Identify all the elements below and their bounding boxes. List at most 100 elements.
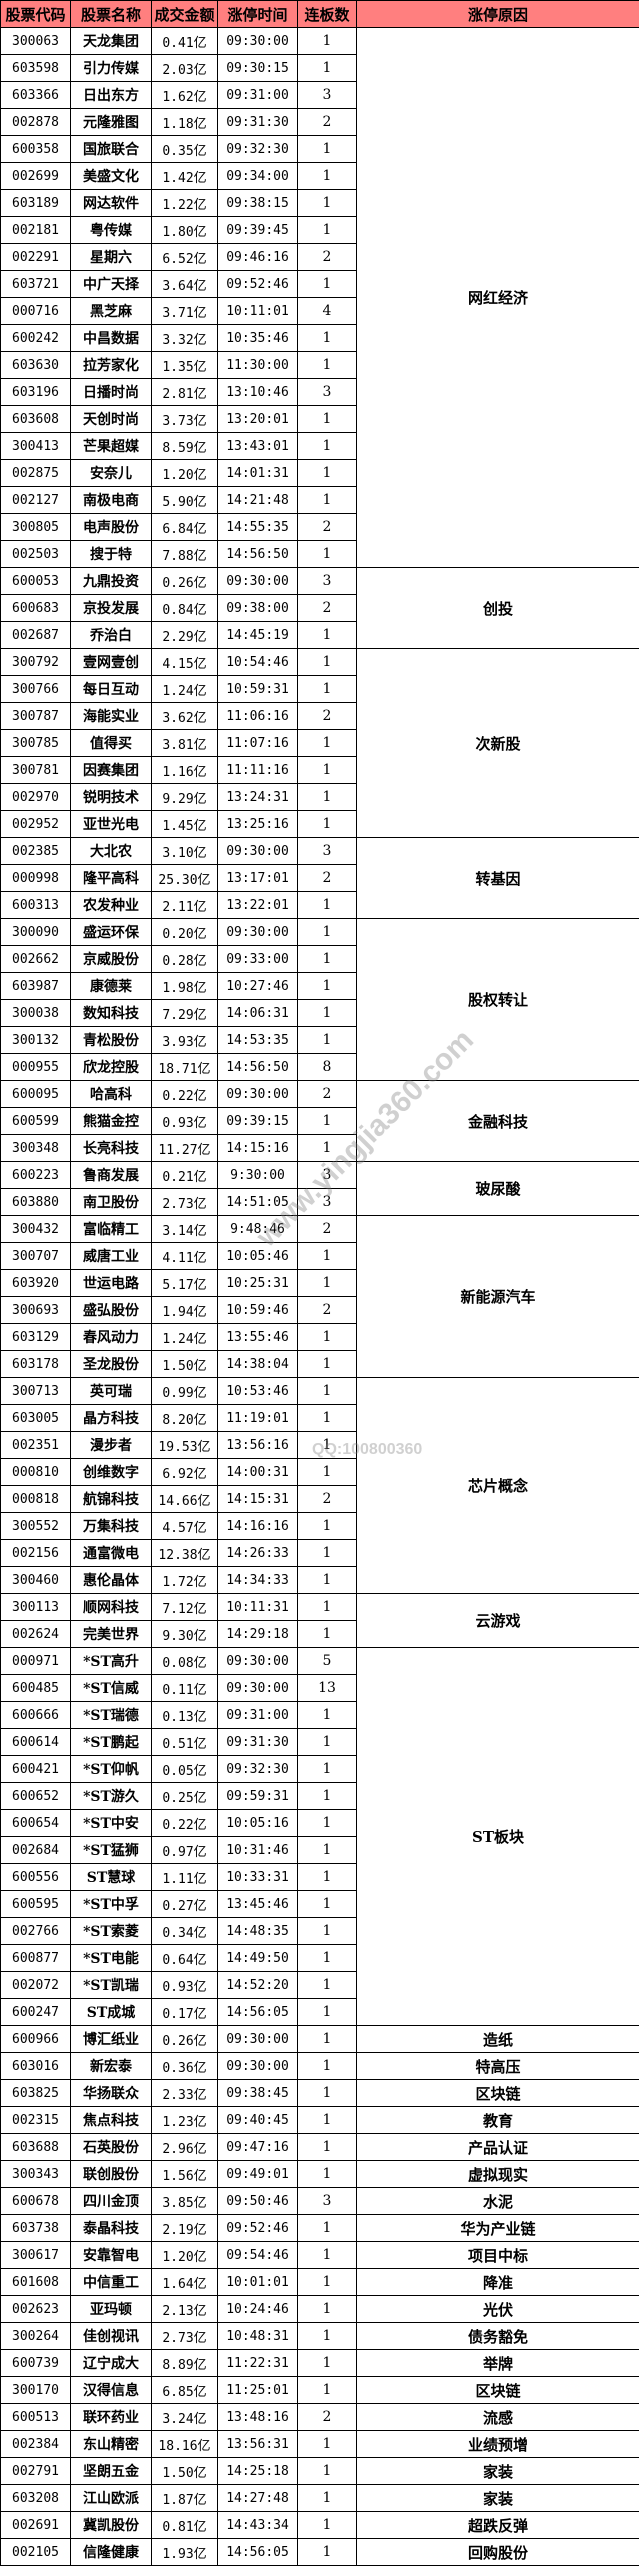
consecutive-boards-cell: 1 [297,1755,357,1783]
stock-code-cell: 600223 [0,1161,71,1189]
turnover-cell: 1.45亿 [151,810,218,838]
stock-code-cell: 300766 [0,675,71,703]
header-limit-up-reason: 涨停原因 [356,0,639,28]
turnover-cell: 4.57亿 [151,1512,218,1540]
stock-code-cell: 603208 [0,2484,71,2512]
table-row: 603825 华扬联众 2.33亿 09:38:45 1 区块链 [0,2079,639,2107]
stock-name-cell: 完美世界 [70,1620,152,1648]
consecutive-boards-cell: 3 [297,837,357,865]
stock-code-cell: 300348 [0,1134,71,1162]
stock-name-cell: *ST高升 [70,1647,152,1675]
turnover-cell: 1.56亿 [151,2160,218,2188]
stock-code-cell: 603196 [0,378,71,406]
stock-code-cell: 600666 [0,1701,71,1729]
table-row: 002662 京威股份 0.28亿 09:33:00 1 [0,945,639,973]
consecutive-boards-cell: 1 [297,945,357,973]
limit-up-time-cell: 09:32:30 [217,1755,298,1783]
stock-name-cell: 冀凯股份 [70,2511,152,2539]
consecutive-boards-cell: 1 [297,54,357,82]
stock-code-cell: 300413 [0,432,71,460]
limit-up-time-cell: 09:30:00 [217,2052,298,2080]
stock-code-cell: 002875 [0,459,71,487]
table-row: 603920 世运电路 5.17亿 10:25:31 1 [0,1269,639,1297]
stock-code-cell: 002385 [0,837,71,865]
limit-up-reason-cell: 次新股 [356,648,639,838]
turnover-cell: 0.21亿 [151,1161,218,1189]
consecutive-boards-cell: 1 [297,2025,357,2053]
table-row: 603721 中广天择 3.64亿 09:52:46 1 [0,270,639,298]
limit-up-reason-cell: 新能源汽车 [356,1215,639,1378]
consecutive-boards-cell: 1 [297,972,357,1000]
consecutive-boards-cell: 1 [297,1701,357,1729]
limit-up-time-cell: 14:43:34 [217,2511,298,2539]
limit-up-time-cell: 14:48:35 [217,1917,298,1945]
stock-code-cell: 000998 [0,864,71,892]
limit-up-time-cell: 10:33:31 [217,1863,298,1891]
limit-up-time-cell: 09:52:46 [217,2214,298,2242]
turnover-cell: 3.24亿 [151,2403,218,2431]
table-row: 600485 *ST信威 0.11亿 09:30:00 13 [0,1674,639,1702]
limit-up-reason-cell: 家装 [356,2457,639,2485]
table-row: 000716 黑芝麻 3.71亿 10:11:01 4 [0,297,639,325]
stock-name-cell: 长亮科技 [70,1134,152,1162]
stock-code-cell: 600678 [0,2187,71,2215]
limit-up-reason-cell: 项目中标 [356,2241,639,2269]
stock-name-cell: 汉得信息 [70,2376,152,2404]
table-row: 603196 日播时尚 2.81亿 13:10:46 3 [0,378,639,406]
table-row: 300264 佳创视讯 2.73亿 10:48:31 1 债务豁免 [0,2322,639,2350]
consecutive-boards-cell: 2 [297,108,357,136]
stock-name-cell: 引力传媒 [70,54,152,82]
consecutive-boards-cell: 1 [297,1620,357,1648]
turnover-cell: 0.22亿 [151,1809,218,1837]
stock-code-cell: 600654 [0,1809,71,1837]
table-row: 300038 数知科技 7.29亿 14:06:31 1 [0,999,639,1027]
turnover-cell: 3.14亿 [151,1215,218,1243]
stock-name-cell: 盛运环保 [70,918,152,946]
limit-up-time-cell: 11:19:01 [217,1404,298,1432]
table-row: 300617 安靠智电 1.20亿 09:54:46 1 项目中标 [0,2241,639,2269]
turnover-cell: 3.81亿 [151,729,218,757]
stock-code-cell: 603129 [0,1323,71,1351]
limit-up-time-cell: 09:54:46 [217,2241,298,2269]
header-stock-code: 股票代码 [0,0,71,28]
limit-up-time-cell: 14:15:16 [217,1134,298,1162]
turnover-cell: 18.16亿 [151,2430,218,2458]
stock-name-cell: 京投发展 [70,594,152,622]
limit-up-time-cell: 09:46:16 [217,243,298,271]
stock-name-cell: 航锦科技 [70,1485,152,1513]
stock-code-cell: 603920 [0,1269,71,1297]
table-row: 002127 南极电商 5.90亿 14:21:48 1 [0,486,639,514]
stock-code-cell: 300170 [0,2376,71,2404]
stock-name-cell: *ST信威 [70,1674,152,1702]
turnover-cell: 0.34亿 [151,1917,218,1945]
limit-up-time-cell: 9:48:46 [217,1215,298,1243]
consecutive-boards-cell: 1 [297,2160,357,2188]
limit-up-time-cell: 14:16:16 [217,1512,298,1540]
limit-up-reason-cell: 特高压 [356,2052,639,2080]
consecutive-boards-cell: 1 [297,810,357,838]
turnover-cell: 0.93亿 [151,1107,218,1135]
limit-up-reason-cell: 造纸 [356,2025,639,2053]
limit-up-time-cell: 09:30:00 [217,837,298,865]
stock-code-cell: 600739 [0,2349,71,2377]
stock-code-cell: 000971 [0,1647,71,1675]
limit-up-time-cell: 13:48:16 [217,2403,298,2431]
stock-code-cell: 002351 [0,1431,71,1459]
turnover-cell: 4.15亿 [151,648,218,676]
stock-code-cell: 600053 [0,567,71,595]
limit-up-time-cell: 09:31:30 [217,1728,298,1756]
table-row: 000998 隆平高科 25.30亿 13:17:01 2 [0,864,639,892]
consecutive-boards-cell: 1 [297,432,357,460]
turnover-cell: 0.25亿 [151,1782,218,1810]
stock-name-cell: *ST中孚 [70,1890,152,1918]
stock-code-cell: 002662 [0,945,71,973]
stock-code-cell: 600247 [0,1998,71,2026]
limit-up-time-cell: 09:38:45 [217,2079,298,2107]
table-row: 603189 网达软件 1.22亿 09:38:15 1 [0,189,639,217]
limit-up-time-cell: 10:11:01 [217,297,298,325]
turnover-cell: 1.24亿 [151,1323,218,1351]
limit-up-time-cell: 14:01:31 [217,459,298,487]
stock-code-cell: 600614 [0,1728,71,1756]
turnover-cell: 0.41亿 [151,27,218,55]
